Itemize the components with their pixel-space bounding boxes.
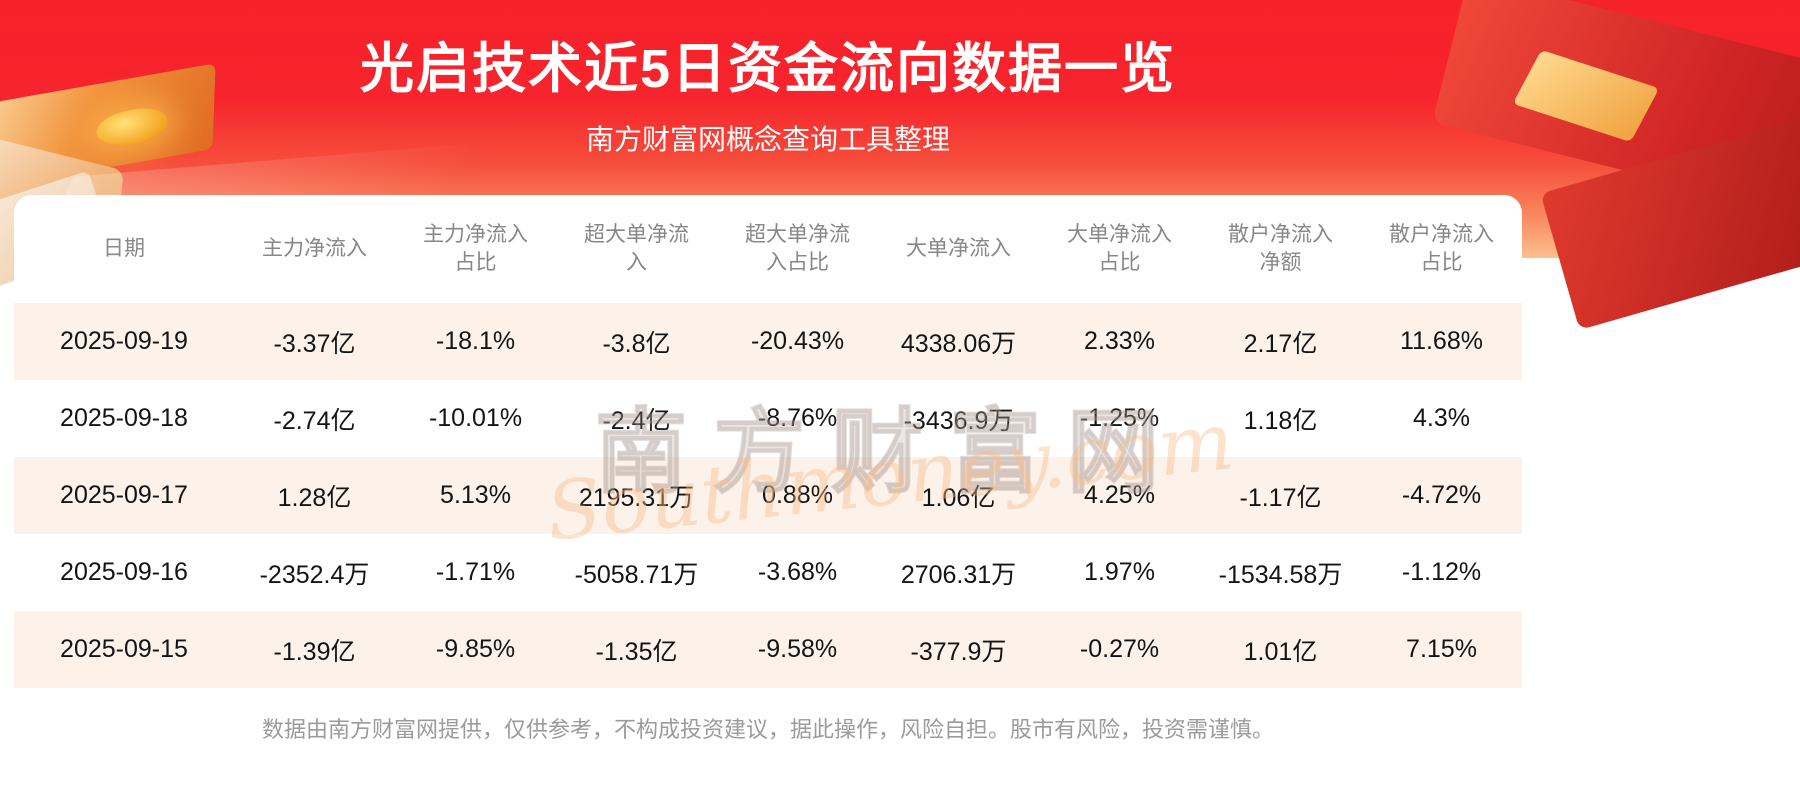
table-cell: -1.39亿	[273, 637, 356, 666]
table-row: 2025-09-17 1.28亿 5.13% 2195.31万 0.88% 1.06亿 4.…	[14, 457, 1522, 534]
table-row: 2025-09-18 -2.74亿 -10.01% -2.4亿 -8.76% -3436.…	[14, 380, 1522, 457]
table-header: 日期 主力净流入 主力净流入 占比 超大单净流 入 超大单净流 入占比 大单净流入 大单净流…	[14, 195, 1522, 303]
table-cell: -2352.4万	[259, 560, 370, 589]
table-cell: 2025-09-18	[60, 404, 188, 432]
table-body: 2025-09-19 -3.37亿 -18.1% -3.8亿 -20.43% 4338.0…	[14, 303, 1522, 688]
table-cell: -4.72%	[1401, 481, 1482, 509]
table-cell: -1.17亿	[1239, 483, 1322, 512]
table-cell: -9.85%	[435, 635, 516, 663]
table-cell: -18.1%	[435, 327, 516, 355]
table-cell: 2025-09-15	[60, 635, 188, 663]
table-cell: -10.01%	[428, 404, 523, 432]
table-cell: 2.17亿	[1243, 329, 1318, 358]
table-header-cell: 超大单净流 入	[584, 222, 689, 274]
table-cell: 1.18亿	[1243, 406, 1318, 435]
table-cell: 1.06亿	[921, 483, 996, 512]
table-cell: 11.68%	[1400, 327, 1483, 355]
table-cell: -2.4亿	[602, 406, 671, 435]
table-header-cell: 日期	[103, 236, 145, 260]
page-subtitle: 南方财富网概念查询工具整理	[585, 124, 950, 155]
table-cell: -5058.71万	[574, 560, 699, 589]
table-cell: -0.27%	[1079, 635, 1160, 663]
table-cell: -8.76%	[757, 404, 838, 432]
table-cell: -3.8亿	[602, 329, 671, 358]
table-cell: -1534.58万	[1218, 560, 1343, 589]
data-panel: 日期 主力净流入 主力净流入 占比 超大单净流 入 超大单净流 入占比 大单净流入 大单净流…	[14, 195, 1522, 689]
table-header-cell: 大单净流入	[906, 236, 1011, 260]
table-cell: -3.37亿	[273, 329, 356, 358]
table-cell: -377.9万	[910, 637, 1007, 666]
table-header-cell: 超大单净流 入占比	[745, 222, 850, 274]
table-cell: 1.28亿	[277, 483, 352, 512]
table-cell: 2.33%	[1084, 327, 1155, 355]
table-header-cell: 散户净流入 净额	[1228, 222, 1333, 274]
table-cell: -1.71%	[435, 558, 516, 586]
table-cell: 2706.31万	[900, 560, 1017, 589]
table-header-cell: 主力净流入 占比	[423, 222, 528, 274]
table-cell: 4.3%	[1413, 404, 1470, 432]
table-cell: 2025-09-19	[60, 327, 188, 355]
table-cell: 7.15%	[1406, 635, 1477, 663]
table-header-cell: 大单净流入 占比	[1067, 222, 1172, 274]
table-cell: 5.13%	[440, 481, 511, 509]
table-cell: 1.97%	[1084, 558, 1155, 586]
table-row: 2025-09-15 -1.39亿 -9.85% -1.35亿 -9.58% -377.9…	[14, 611, 1522, 688]
table-cell: 4.25%	[1084, 481, 1155, 509]
table-cell: 1.01亿	[1243, 637, 1318, 666]
table-header-cell: 主力净流入	[262, 236, 367, 260]
table-row: 2025-09-16 -2352.4万 -1.71% -5058.71万 -3.68% 2…	[14, 534, 1522, 611]
table-cell: -1.25%	[1079, 404, 1160, 432]
fund-flow-table: 日期 主力净流入 主力净流入 占比 超大单净流 入 超大单净流 入占比 大单净流入 大单净流…	[14, 195, 1522, 688]
table-cell: 4338.06万	[900, 329, 1017, 358]
disclaimer-text: 数据由南方财富网提供，仅供参考，不构成投资建议，据此操作，风险自担。股市有风险，…	[261, 717, 1274, 742]
table-cell: -9.58%	[757, 635, 838, 663]
table-cell: -1.35亿	[595, 637, 678, 666]
table-header-cell: 散户净流入 占比	[1389, 222, 1494, 274]
table-cell: -3.68%	[757, 558, 838, 586]
table-row: 2025-09-19 -3.37亿 -18.1% -3.8亿 -20.43% 4338.0…	[14, 303, 1522, 380]
table-header-row: 日期 主力净流入 主力净流入 占比 超大单净流 入 超大单净流 入占比 大单净流入 大单净流…	[14, 195, 1522, 303]
table-cell: -3436.9万	[903, 406, 1014, 435]
page-title: 光启技术近5日资金流向数据一览	[359, 39, 1177, 99]
table-cell: 2025-09-16	[60, 558, 188, 586]
table-cell: 2195.31万	[578, 483, 695, 512]
table-cell: -20.43%	[750, 327, 845, 355]
table-cell: -1.12%	[1401, 558, 1482, 586]
table-cell: 0.88%	[762, 481, 833, 509]
table-cell: 2025-09-17	[60, 481, 188, 509]
table-cell: -2.74亿	[273, 406, 356, 435]
